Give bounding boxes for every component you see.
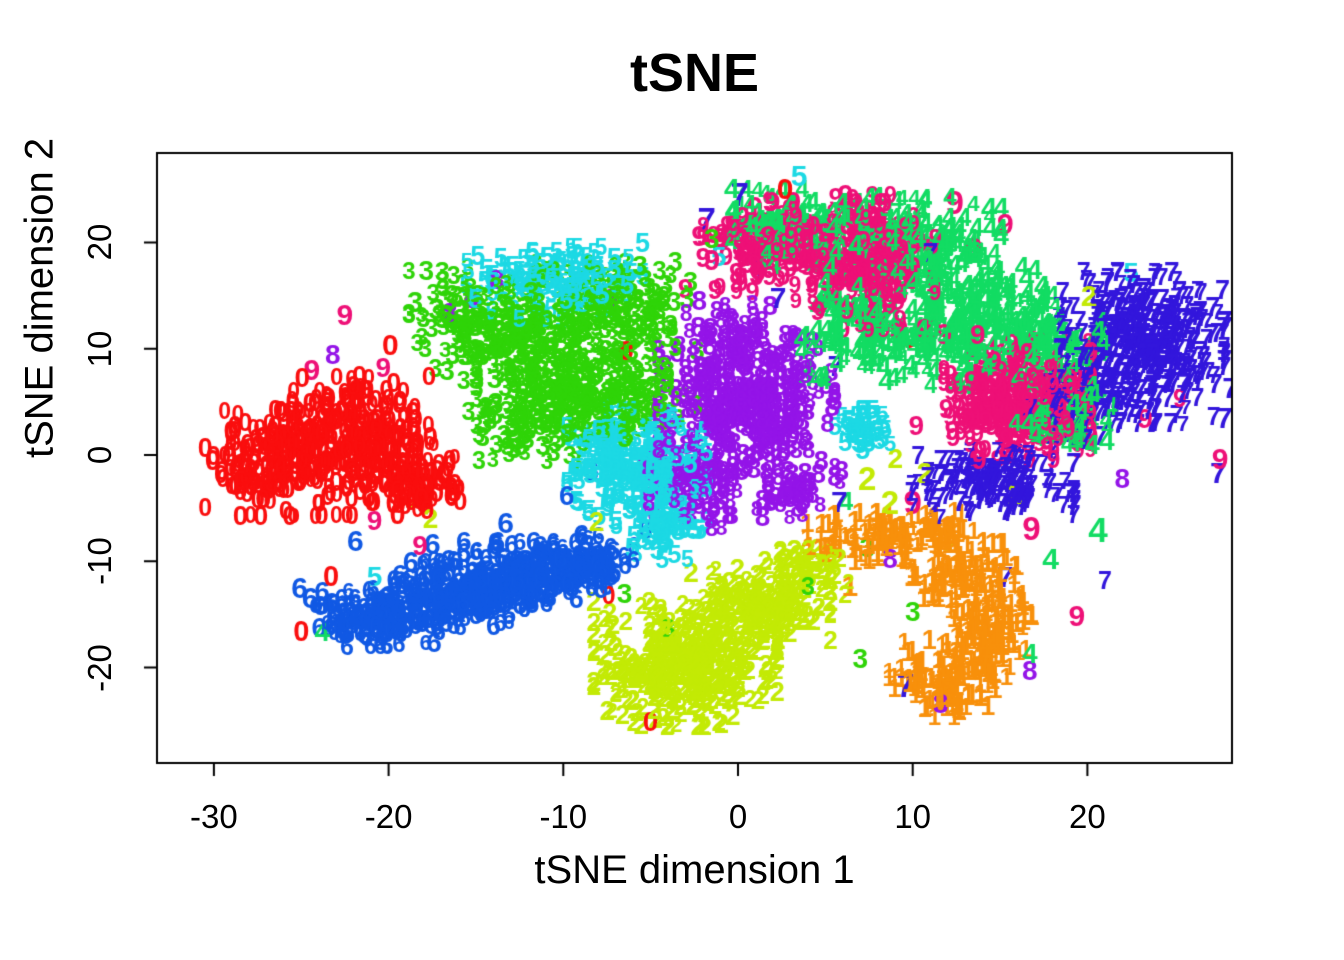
y-tick-label: 10: [81, 330, 118, 368]
x-tick-label: 10: [894, 798, 932, 835]
x-tick-label: -10: [539, 798, 588, 835]
x-axis-label: tSNE dimension 1: [534, 848, 855, 892]
x-tick-label: -20: [364, 798, 413, 835]
y-tick-label: 0: [81, 445, 118, 465]
y-tick-label: 20: [81, 224, 118, 261]
x-tick-label: -30: [190, 798, 238, 835]
chart-title: tSNE: [629, 43, 759, 103]
y-tick-label: -10: [81, 537, 118, 586]
x-tick-label: 20: [1069, 798, 1106, 835]
y-tick-label: -20: [81, 643, 118, 692]
x-tick-label: 0: [728, 798, 748, 835]
